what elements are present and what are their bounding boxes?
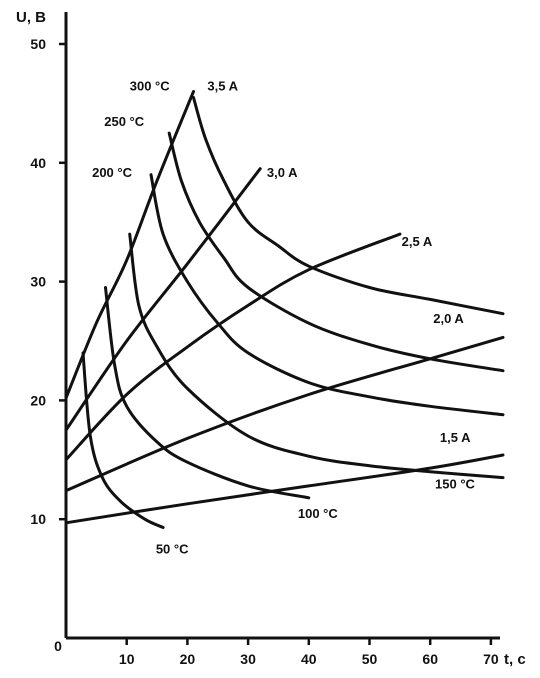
current-line-3-0-a [64, 167, 262, 432]
current-line-3-5-a [64, 90, 195, 400]
temperature-curve-150-c [128, 232, 505, 480]
current-line-2-0-a [64, 335, 505, 493]
y-tick-label: 20 [30, 392, 46, 408]
x-ticks: 0 10 20 30 40 50 60 70 [54, 638, 499, 667]
current-line-1-5-a [64, 453, 505, 525]
y-tick-label: 40 [30, 155, 46, 171]
y-axis-title: U, B [16, 9, 46, 26]
curve-label: 100 °C [298, 506, 339, 521]
curve-label: 2,0 A [433, 311, 464, 326]
curve-label: 200 °C [92, 165, 133, 180]
temperature-curve-200-c [149, 173, 505, 417]
y-tick-label: 10 [30, 511, 46, 527]
x-tick-label: 40 [301, 651, 317, 667]
y-ticks: 10 20 30 40 50 [30, 36, 66, 527]
x-tick-label: 0 [54, 638, 62, 654]
x-tick-label: 10 [119, 651, 135, 667]
x-tick-label: 60 [422, 651, 438, 667]
curve-label: 250 °C [104, 114, 145, 129]
x-axis-title: t, c [504, 651, 526, 668]
curve-label: 150 °C [435, 476, 476, 491]
curve-label: 1,5 A [440, 430, 471, 445]
y-tick-label: 50 [30, 36, 46, 52]
curve-labels: 300 °C 3,5 A 250 °C 200 °C 3,0 A 2,5 A 2,0 A 1,… [92, 78, 475, 556]
x-tick-label: 20 [180, 651, 196, 667]
temperature-curve-250-c [167, 131, 505, 373]
x-tick-label: 50 [362, 651, 378, 667]
curve-label: 50 °C [156, 542, 189, 557]
axes-group: 0 10 20 30 40 50 60 70 10 20 30 40 50 U, B t, c [16, 9, 526, 668]
x-tick-label: 30 [240, 651, 256, 667]
curve-label: 2,5 A [402, 234, 433, 249]
curve-group [64, 90, 505, 529]
curve-label: 300 °C [130, 78, 171, 93]
temperature-curve-300-c [192, 96, 505, 316]
curve-label: 3,5 A [207, 78, 238, 93]
temperature-curve-50-c [81, 351, 165, 529]
curve-label: 3,0 A [267, 165, 298, 180]
y-tick-label: 30 [30, 274, 46, 290]
temperature-curve-100-c [104, 286, 311, 500]
x-tick-label: 70 [483, 651, 499, 667]
